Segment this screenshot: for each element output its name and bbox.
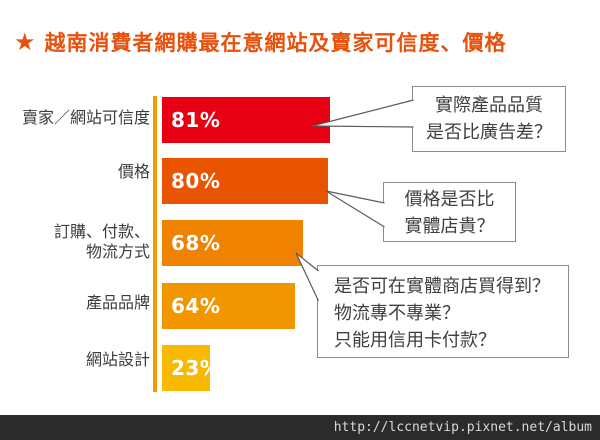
chart-axis-line bbox=[153, 96, 157, 392]
page-title-text: 越南消費者網購最在意網站及賣家可信度、價格 bbox=[44, 31, 507, 55]
page-title: ★ 越南消費者網購最在意網站及賣家可信度、價格 bbox=[14, 27, 507, 57]
callout-price-comparison: 價格是否比 實體店貴？ bbox=[383, 182, 516, 242]
callout-text-line: 是否比廣告差？ bbox=[426, 122, 552, 143]
callout-text-line: 物流專不專業？ bbox=[334, 303, 460, 324]
bar-ordering-payment-logistics: 68% bbox=[162, 220, 303, 266]
row-label-line: 產品品牌 bbox=[85, 293, 150, 312]
bar-credibility: 81% bbox=[162, 97, 330, 143]
row-label-line: 訂購、付款、 bbox=[53, 222, 150, 241]
callout-text-line: 價格是否比 bbox=[404, 189, 495, 210]
callout-tail-2 bbox=[325, 190, 385, 228]
row-label-line: 賣家／網站可信度 bbox=[21, 108, 150, 127]
callout-text-line: 實際產品品質 bbox=[435, 95, 543, 116]
bar-value-label: 81% bbox=[171, 108, 221, 132]
star-icon: ★ bbox=[14, 28, 36, 56]
callout-availability-logistics-payment: 是否可在實體商店買得到？ 物流專不專業？ 只能用信用卡付款？ bbox=[317, 265, 569, 358]
footer-bar: http://lccnetvip.pixnet.net/album bbox=[0, 415, 600, 440]
row-label-ordering-payment-logistics: 訂購、付款、 物流方式 bbox=[54, 222, 150, 262]
callout-text-line: 實體店貴？ bbox=[404, 216, 495, 237]
callout-text-line: 是否可在實體商店買得到？ bbox=[334, 276, 550, 297]
bar-product-brand: 64% bbox=[162, 283, 295, 329]
row-label-line: 價格 bbox=[117, 162, 150, 181]
row-label-line: 網站設計 bbox=[85, 350, 150, 369]
bar-website-design: 23% bbox=[162, 345, 220, 391]
callout-product-quality: 實際產品品質 是否比廣告差？ bbox=[412, 86, 566, 152]
bar-value-label: 68% bbox=[171, 231, 221, 255]
bar-value-label: 80% bbox=[171, 169, 221, 193]
footer-url: http://lccnetvip.pixnet.net/album bbox=[333, 420, 592, 435]
bar-price: 80% bbox=[162, 158, 328, 204]
row-label-line: 物流方式 bbox=[85, 242, 150, 261]
callout-text-line: 只能用信用卡付款？ bbox=[334, 330, 496, 351]
bar-value-label: 23% bbox=[171, 356, 221, 380]
row-label-price: 價格 bbox=[118, 162, 150, 182]
row-label-website-design: 網站設計 bbox=[86, 350, 150, 370]
row-label-product-brand: 產品品牌 bbox=[86, 293, 150, 313]
row-label-credibility: 賣家／網站可信度 bbox=[22, 108, 150, 128]
bar-value-label: 64% bbox=[171, 294, 221, 318]
